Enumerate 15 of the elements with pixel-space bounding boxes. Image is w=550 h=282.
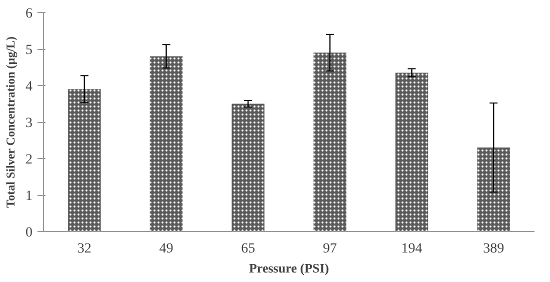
- x-tick-label: 32: [77, 242, 92, 256]
- y-tick-label: 2: [26, 152, 32, 168]
- y-tick-label: 3: [26, 116, 32, 131]
- x-tick-label: 389: [483, 242, 504, 256]
- x-tick-label: 97: [322, 242, 337, 256]
- x-tick-label: 49: [159, 242, 174, 256]
- y-tick-label: 5: [26, 43, 32, 58]
- y-axis-title: Total Silver Concentration (µg/L): [4, 36, 18, 208]
- x-tick-label: 194: [401, 242, 422, 256]
- y-tick-label: 4: [26, 80, 32, 94]
- y-tick-label: 6: [26, 6, 32, 22]
- x-tick-label: 65: [241, 242, 256, 256]
- x-axis-title: Pressure (PSI): [248, 260, 330, 276]
- y-tick-label: 1: [26, 189, 32, 204]
- y-tick-label: 0: [26, 226, 32, 240]
